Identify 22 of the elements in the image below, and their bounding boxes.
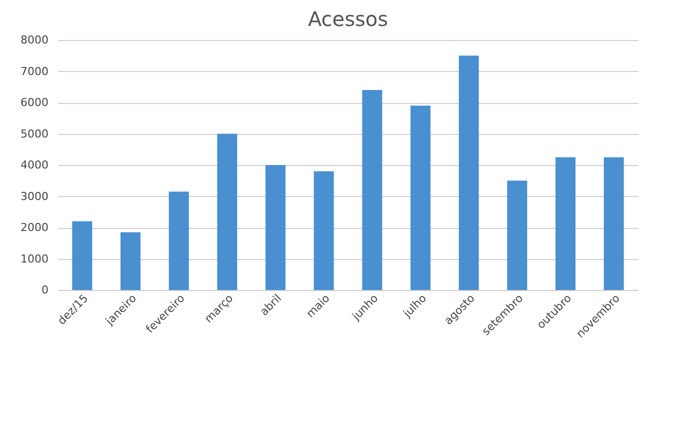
chart-title: Acessos — [308, 7, 388, 31]
bar — [458, 56, 479, 290]
y-tick-label: 1000 — [20, 252, 48, 266]
y-tick-label: 3000 — [20, 190, 48, 203]
y-tick-label: 0 — [42, 284, 48, 296]
bar — [604, 157, 624, 290]
bar — [266, 165, 286, 290]
bar — [72, 221, 92, 290]
bar — [362, 90, 382, 290]
y-tick-label: 7000 — [20, 64, 48, 78]
y-tick-label: 2000 — [20, 221, 48, 234]
bar — [410, 106, 430, 290]
bar — [314, 171, 334, 290]
y-tick-label: 5000 — [20, 127, 48, 140]
bar — [168, 192, 189, 290]
y-tick-label: 6000 — [20, 96, 48, 109]
bar — [120, 232, 140, 290]
y-tick-label: 4000 — [20, 158, 48, 172]
bar — [507, 180, 528, 290]
bar — [556, 157, 576, 290]
y-tick-label: 8000 — [20, 34, 48, 46]
bar — [217, 134, 238, 290]
